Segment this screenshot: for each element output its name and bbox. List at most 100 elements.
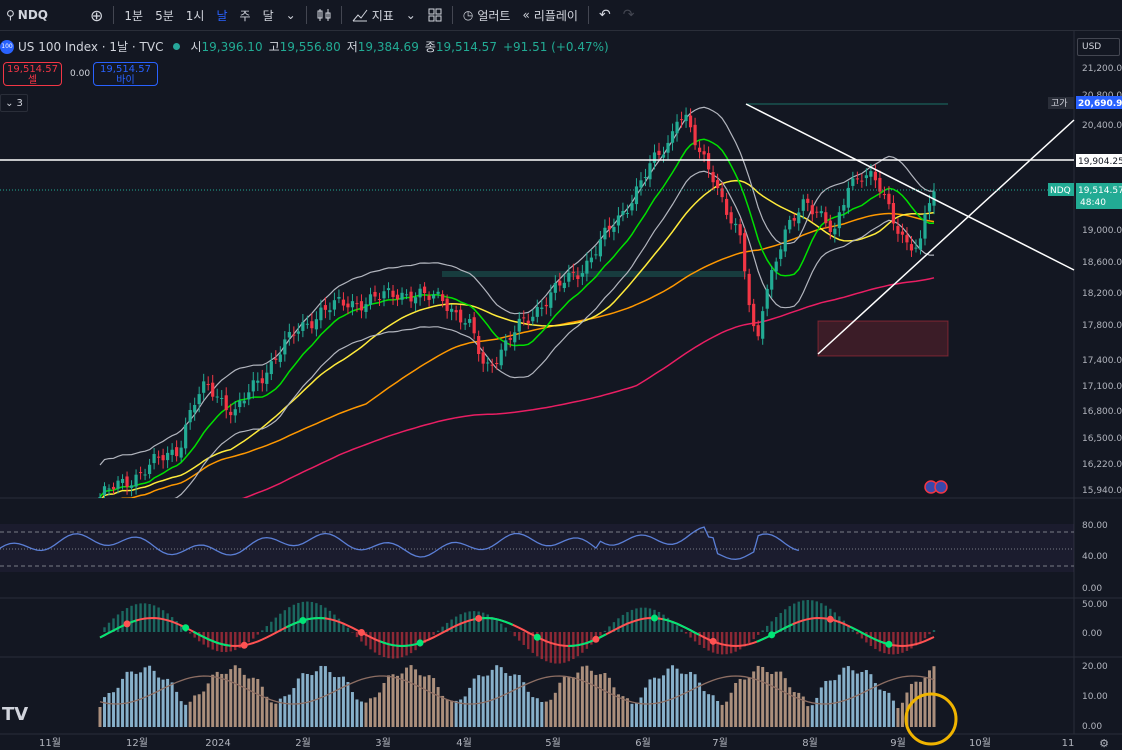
macd-histogram-bar: [576, 632, 580, 657]
top-toolbar: ⚲ NDQ ⊕ 1분 5분 1시 날 주 달 ⌄ 지표 ⌄ ◷ 얼러트 « 리플…: [0, 0, 1122, 31]
replay-button[interactable]: « 리플레이: [516, 0, 584, 30]
macd-histogram-bar: [301, 601, 305, 632]
volume-bar: [130, 671, 134, 727]
macd-histogram-bar: [612, 622, 616, 632]
macd-histogram-bar: [802, 600, 805, 632]
candle-body: [98, 496, 102, 498]
macd-histogram-bar: [481, 612, 485, 632]
macd-histogram-bar: [116, 614, 120, 632]
price-axis-label: 15,940.00: [1082, 486, 1122, 496]
macd-histogram-bar: [626, 612, 629, 632]
candle-body: [774, 261, 778, 272]
candle-body: [166, 452, 170, 461]
symbol-name: NDQ: [17, 8, 49, 22]
volume-bar: [116, 687, 120, 727]
volume-bar: [837, 674, 841, 727]
volume-bar: [684, 674, 688, 727]
compare-button[interactable]: ⊕: [84, 0, 109, 30]
interval-dropdown[interactable]: ⌄: [280, 0, 302, 30]
candle-body: [634, 186, 639, 205]
currency-selector[interactable]: USD: [1077, 38, 1120, 56]
volume-bar: [319, 665, 323, 727]
chart-type-button[interactable]: [311, 0, 337, 30]
volume-bar: [878, 689, 882, 727]
macd-histogram-bar: [779, 612, 782, 632]
candle-body: [891, 202, 896, 224]
volume-bar: [472, 678, 476, 727]
volume-bar: [927, 670, 931, 727]
macd-histogram-bar: [860, 632, 864, 639]
buy-button[interactable]: 19,514.57 바이: [93, 62, 158, 86]
tradingview-logo[interactable]: TV: [2, 704, 29, 725]
alert-button[interactable]: ◷ 얼러트: [457, 0, 517, 30]
sell-button[interactable]: 19,514.57 셀: [3, 62, 62, 86]
candle-body: [869, 171, 873, 177]
candle-body: [630, 203, 634, 211]
candle-body: [607, 225, 612, 230]
candle-body: [220, 397, 224, 399]
candle-body: [395, 294, 400, 300]
volume-bar: [220, 673, 224, 727]
interval-5m[interactable]: 5분: [155, 8, 174, 23]
volume-bar: [815, 697, 819, 727]
macd-histogram-bar: [378, 632, 381, 656]
redo-button[interactable]: ↷: [617, 0, 641, 30]
candle-body: [368, 294, 373, 305]
macd-histogram-bar: [454, 616, 458, 632]
interval-1w[interactable]: 주: [239, 8, 251, 23]
candle-body: [391, 290, 395, 297]
candle-body: [652, 152, 657, 163]
layout-templates-button[interactable]: [422, 0, 448, 30]
macd-histogram-bar: [536, 632, 539, 657]
macd-histogram-bar: [603, 630, 607, 632]
bollinger-upper: [99, 106, 934, 466]
macd-histogram-bar: [188, 632, 192, 634]
macd-histogram-bar: [369, 632, 372, 650]
macd-histogram-bar: [752, 632, 755, 640]
indicators-collapse-toggle[interactable]: ⌄ 3: [0, 94, 28, 112]
candle-body: [815, 211, 819, 213]
volume-bar: [206, 683, 210, 727]
candle-body: [229, 411, 233, 416]
interval-1m[interactable]: 1분: [124, 8, 144, 23]
candle-body: [585, 260, 589, 274]
macd-histogram-bar: [901, 632, 904, 653]
volume-bar: [743, 679, 747, 727]
symbol-search[interactable]: ⚲ NDQ: [0, 0, 54, 30]
volume-bar: [175, 691, 179, 727]
macd-histogram-bar: [775, 617, 778, 632]
macd-histogram-bar: [328, 610, 332, 632]
volume-bar: [387, 675, 391, 727]
indicators-dropdown[interactable]: ⌄: [400, 0, 422, 30]
volume-bar: [211, 674, 215, 727]
undo-button[interactable]: ↶: [593, 0, 617, 30]
candle-body: [905, 235, 909, 243]
candle-body: [202, 381, 206, 393]
price-axis-label: 18,200.00: [1082, 289, 1122, 299]
interval-1mo[interactable]: 달: [262, 8, 274, 23]
macd-histogram-bar: [892, 632, 895, 655]
time-axis-label: 11월: [39, 737, 61, 749]
candle-body: [571, 271, 575, 273]
macd-histogram-bar: [414, 632, 417, 651]
indicators-button[interactable]: 지표: [346, 0, 400, 30]
macd-histogram-bar: [418, 632, 422, 647]
volume-bar: [598, 674, 602, 727]
candle-body: [386, 288, 391, 291]
candle-body: [251, 380, 255, 392]
series-title[interactable]: US 100 Index · 1날 · TVC: [18, 40, 164, 54]
interval-1h[interactable]: 1시: [185, 8, 205, 23]
close-label: 종: [424, 40, 436, 54]
volume-bar: [166, 678, 170, 727]
settings-icon[interactable]: ⚙: [1099, 737, 1109, 750]
interval-1d[interactable]: 날: [216, 8, 228, 23]
candle-body: [616, 215, 621, 226]
candle-body: [450, 308, 454, 312]
buy-price: 19,514.57: [100, 64, 151, 75]
macd-histogram-bar: [360, 632, 363, 642]
volume-bar: [580, 666, 584, 727]
volume-bar: [481, 676, 485, 727]
candle-body: [923, 213, 927, 239]
macd-histogram-bar: [720, 632, 724, 655]
